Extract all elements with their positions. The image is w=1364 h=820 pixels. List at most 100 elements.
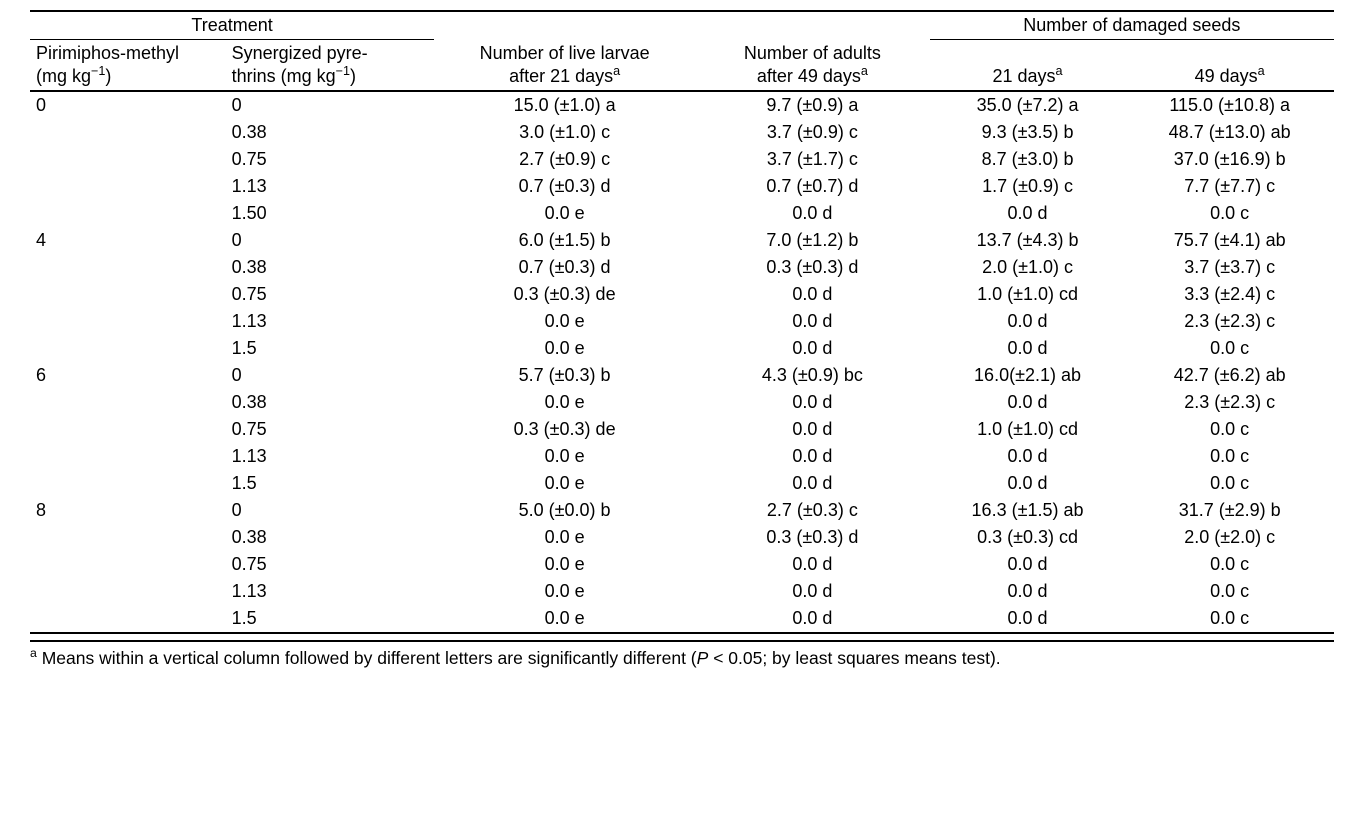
cell-pirimiphos: 8 [30, 497, 226, 524]
cell-adults: 0.3 (±0.3) d [695, 524, 930, 551]
cell-d21: 0.0 d [930, 578, 1126, 605]
cell-pirimiphos [30, 443, 226, 470]
table-head: Treatment Number of damaged seeds Pirimi… [30, 11, 1334, 91]
cell-pirimiphos [30, 146, 226, 173]
cell-d21: 9.3 (±3.5) b [930, 119, 1126, 146]
table-row: 1.130.0 e0.0 d0.0 d0.0 c [30, 578, 1334, 605]
cell-pirimiphos [30, 551, 226, 578]
table-row: 1.50.0 e0.0 d0.0 d0.0 c [30, 335, 1334, 362]
cell-pyrethrins: 0.38 [226, 254, 435, 281]
cell-pirimiphos: 6 [30, 362, 226, 389]
cell-d49: 0.0 c [1125, 578, 1334, 605]
cell-d49: 2.3 (±2.3) c [1125, 389, 1334, 416]
cell-pyrethrins: 1.5 [226, 335, 435, 362]
table-page: Treatment Number of damaged seeds Pirimi… [0, 0, 1364, 679]
table-row: 0.750.3 (±0.3) de0.0 d1.0 (±1.0) cd0.0 c [30, 416, 1334, 443]
cell-pyrethrins: 1.13 [226, 173, 435, 200]
cell-pyrethrins: 0 [226, 91, 435, 119]
cell-larvae: 0.0 e [434, 389, 695, 416]
cell-d49: 0.0 c [1125, 200, 1334, 227]
cell-d49: 37.0 (±16.9) b [1125, 146, 1334, 173]
cell-d49: 75.7 (±4.1) ab [1125, 227, 1334, 254]
cell-d21: 0.3 (±0.3) cd [930, 524, 1126, 551]
cell-larvae: 5.0 (±0.0) b [434, 497, 695, 524]
cell-larvae: 0.3 (±0.3) de [434, 281, 695, 308]
cell-pirimiphos [30, 254, 226, 281]
table-row: 1.130.0 e0.0 d0.0 d2.3 (±2.3) c [30, 308, 1334, 335]
cell-larvae: 0.0 e [434, 200, 695, 227]
cell-d21: 13.7 (±4.3) b [930, 227, 1126, 254]
cell-d49: 0.0 c [1125, 443, 1334, 470]
header-larvae: Number of live larvaeafter 21 daysa [434, 40, 695, 92]
cell-d21: 0.0 d [930, 551, 1126, 578]
cell-d21: 2.0 (±1.0) c [930, 254, 1126, 281]
cell-adults: 7.0 (±1.2) b [695, 227, 930, 254]
cell-pyrethrins: 0.75 [226, 551, 435, 578]
cell-d49: 115.0 (±10.8) a [1125, 91, 1334, 119]
cell-pyrethrins: 0.38 [226, 119, 435, 146]
cell-d49: 2.0 (±2.0) c [1125, 524, 1334, 551]
cell-pyrethrins: 1.13 [226, 443, 435, 470]
cell-d21: 8.7 (±3.0) b [930, 146, 1126, 173]
table-row: 0.380.0 e0.3 (±0.3) d0.3 (±0.3) cd2.0 (±… [30, 524, 1334, 551]
cell-larvae: 0.0 e [434, 605, 695, 633]
cell-pirimiphos [30, 308, 226, 335]
cell-adults: 0.3 (±0.3) d [695, 254, 930, 281]
cell-larvae: 6.0 (±1.5) b [434, 227, 695, 254]
cell-larvae: 0.0 e [434, 470, 695, 497]
header-treatment: Treatment [30, 11, 434, 40]
cell-d21: 0.0 d [930, 443, 1126, 470]
cell-d21: 1.0 (±1.0) cd [930, 416, 1126, 443]
cell-pirimiphos: 4 [30, 227, 226, 254]
cell-d49: 3.3 (±2.4) c [1125, 281, 1334, 308]
cell-d49: 48.7 (±13.0) ab [1125, 119, 1334, 146]
cell-pirimiphos [30, 119, 226, 146]
table-row: 1.500.0 e0.0 d0.0 d0.0 c [30, 200, 1334, 227]
cell-pirimiphos [30, 416, 226, 443]
cell-pirimiphos [30, 578, 226, 605]
cell-adults: 0.0 d [695, 470, 930, 497]
cell-adults: 0.0 d [695, 605, 930, 633]
cell-pyrethrins: 0.75 [226, 281, 435, 308]
cell-pyrethrins: 1.5 [226, 470, 435, 497]
cell-larvae: 0.3 (±0.3) de [434, 416, 695, 443]
cell-larvae: 15.0 (±1.0) a [434, 91, 695, 119]
cell-pyrethrins: 0 [226, 362, 435, 389]
header-pirimiphos: Pirimiphos-methyl(mg kg−1) [30, 40, 226, 92]
cell-adults: 0.0 d [695, 443, 930, 470]
cell-pyrethrins: 0.75 [226, 416, 435, 443]
cell-adults: 0.0 d [695, 200, 930, 227]
data-table: Treatment Number of damaged seeds Pirimi… [30, 10, 1334, 634]
cell-pyrethrins: 0 [226, 227, 435, 254]
cell-pyrethrins: 1.13 [226, 578, 435, 605]
table-row: 805.0 (±0.0) b2.7 (±0.3) c16.3 (±1.5) ab… [30, 497, 1334, 524]
cell-d21: 16.0(±2.1) ab [930, 362, 1126, 389]
cell-d21: 16.3 (±1.5) ab [930, 497, 1126, 524]
cell-larvae: 0.7 (±0.3) d [434, 173, 695, 200]
cell-larvae: 0.0 e [434, 551, 695, 578]
table-row: 1.50.0 e0.0 d0.0 d0.0 c [30, 605, 1334, 633]
header-spacer-2 [695, 11, 930, 40]
cell-larvae: 0.0 e [434, 524, 695, 551]
cell-d49: 0.0 c [1125, 605, 1334, 633]
cell-d21: 1.7 (±0.9) c [930, 173, 1126, 200]
table-row: 0.383.0 (±1.0) c3.7 (±0.9) c9.3 (±3.5) b… [30, 119, 1334, 146]
cell-adults: 4.3 (±0.9) bc [695, 362, 930, 389]
header-adults: Number of adultsafter 49 daysa [695, 40, 930, 92]
cell-d49: 3.7 (±3.7) c [1125, 254, 1334, 281]
header-pyrethrins: Synergized pyre-thrins (mg kg−1) [226, 40, 435, 92]
cell-d49: 2.3 (±2.3) c [1125, 308, 1334, 335]
cell-pirimiphos [30, 524, 226, 551]
cell-pirimiphos [30, 281, 226, 308]
cell-pirimiphos [30, 389, 226, 416]
table-body: 0015.0 (±1.0) a9.7 (±0.9) a35.0 (±7.2) a… [30, 91, 1334, 633]
cell-adults: 3.7 (±1.7) c [695, 146, 930, 173]
cell-larvae: 2.7 (±0.9) c [434, 146, 695, 173]
cell-pirimiphos [30, 335, 226, 362]
table-row: 0.752.7 (±0.9) c3.7 (±1.7) c8.7 (±3.0) b… [30, 146, 1334, 173]
table-row: 0.380.0 e0.0 d0.0 d2.3 (±2.3) c [30, 389, 1334, 416]
cell-pyrethrins: 0.38 [226, 524, 435, 551]
cell-d21: 0.0 d [930, 605, 1126, 633]
table-row: 0.750.3 (±0.3) de0.0 d1.0 (±1.0) cd3.3 (… [30, 281, 1334, 308]
cell-pyrethrins: 1.5 [226, 605, 435, 633]
